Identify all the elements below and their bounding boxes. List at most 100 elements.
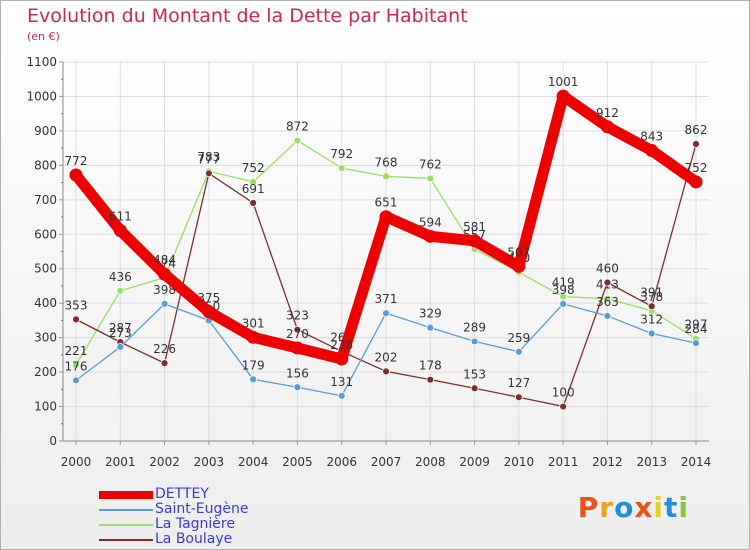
x-tick-label: 2001 xyxy=(105,455,136,469)
data-label: 371 xyxy=(375,292,398,306)
data-point xyxy=(337,164,346,173)
x-tick-label: 2003 xyxy=(194,455,225,469)
x-tick-label: 2002 xyxy=(149,455,180,469)
data-point xyxy=(158,267,172,281)
data-point xyxy=(293,325,302,334)
data-point xyxy=(647,329,656,338)
data-point xyxy=(293,136,302,145)
x-tick-label: 2009 xyxy=(459,455,490,469)
y-tick-label: 100 xyxy=(34,400,57,414)
data-point xyxy=(512,259,526,273)
data-label: 259 xyxy=(507,331,530,345)
data-point xyxy=(470,337,479,346)
data-label: 752 xyxy=(242,161,265,175)
logo-letter: P xyxy=(577,491,600,524)
logo-letter: i xyxy=(678,491,689,524)
logo-letter: r xyxy=(599,491,615,524)
y-tick-label: 800 xyxy=(34,158,57,172)
data-point xyxy=(249,375,258,384)
data-point xyxy=(470,384,479,393)
data-label: 131 xyxy=(330,375,353,389)
data-point xyxy=(293,383,302,392)
data-label: 375 xyxy=(197,291,220,305)
data-label: 378 xyxy=(640,290,663,304)
data-label: 768 xyxy=(375,155,398,169)
data-label: 312 xyxy=(640,313,663,327)
x-tick-label: 2010 xyxy=(504,455,535,469)
logo-letter: x xyxy=(634,491,654,524)
logo-letter: t xyxy=(664,491,679,524)
data-point xyxy=(72,360,80,369)
data-point xyxy=(559,402,568,411)
y-tick-label: 700 xyxy=(34,193,57,207)
data-label: 353 xyxy=(65,298,88,312)
data-label: 301 xyxy=(242,316,265,330)
data-label: 651 xyxy=(375,196,398,210)
data-point xyxy=(603,278,612,287)
data-point xyxy=(645,144,659,158)
data-point xyxy=(249,199,258,207)
x-tick-label: 2012 xyxy=(592,455,623,469)
x-tick-label: 2000 xyxy=(61,455,92,469)
data-label: 691 xyxy=(242,182,265,196)
data-label: 179 xyxy=(242,358,265,372)
data-point xyxy=(202,305,216,319)
data-point xyxy=(426,375,435,384)
data-label: 772 xyxy=(65,154,88,168)
legend-label: La Tagnière xyxy=(155,516,235,532)
data-point xyxy=(204,169,213,178)
data-point xyxy=(335,352,349,366)
data-point xyxy=(468,234,482,248)
data-point xyxy=(113,223,127,237)
data-label: 100 xyxy=(552,386,575,400)
x-tick-label: 2004 xyxy=(238,455,269,469)
data-label: 323 xyxy=(286,309,309,323)
data-point xyxy=(423,229,437,243)
chart-title: Evolution du Montant de la Dette par Hab… xyxy=(27,5,468,27)
data-label: 284 xyxy=(685,322,708,336)
data-point xyxy=(382,172,390,181)
data-point xyxy=(160,299,169,308)
legend-swatch xyxy=(99,539,153,541)
legend-swatch xyxy=(99,509,153,511)
data-point xyxy=(379,210,393,224)
data-point xyxy=(556,89,570,103)
data-point xyxy=(692,339,700,348)
data-point xyxy=(426,174,435,183)
y-tick-label: 300 xyxy=(34,331,57,345)
data-label: 287 xyxy=(109,321,132,335)
data-point xyxy=(116,343,125,351)
data-point xyxy=(116,286,125,295)
data-label: 419 xyxy=(552,276,575,290)
x-tick-label: 2014 xyxy=(681,455,712,469)
logo-letter: o xyxy=(614,491,635,524)
data-label: 594 xyxy=(419,215,442,229)
data-point xyxy=(514,393,523,402)
data-point xyxy=(72,376,80,385)
data-label: 436 xyxy=(109,270,132,284)
data-label: 792 xyxy=(330,147,353,161)
data-label: 581 xyxy=(463,220,486,234)
data-label: 611 xyxy=(109,209,132,223)
data-point xyxy=(72,315,80,324)
data-point xyxy=(382,367,390,376)
data-point xyxy=(559,299,568,308)
x-tick-label: 2011 xyxy=(548,455,579,469)
data-label: 872 xyxy=(286,120,309,134)
data-label: 226 xyxy=(153,342,176,356)
y-tick-label: 0 xyxy=(49,434,57,448)
data-point xyxy=(514,347,523,356)
x-tick-label: 2013 xyxy=(636,455,667,469)
data-label: 329 xyxy=(419,307,442,321)
data-point xyxy=(246,330,260,344)
data-label: 762 xyxy=(419,157,442,171)
data-point xyxy=(603,294,612,303)
data-point xyxy=(692,140,700,148)
data-label: 273 xyxy=(109,326,132,340)
data-label: 391 xyxy=(640,285,663,299)
data-point xyxy=(249,178,258,186)
data-point xyxy=(160,359,169,368)
data-label: 178 xyxy=(419,359,442,373)
data-label: 176 xyxy=(65,359,88,373)
